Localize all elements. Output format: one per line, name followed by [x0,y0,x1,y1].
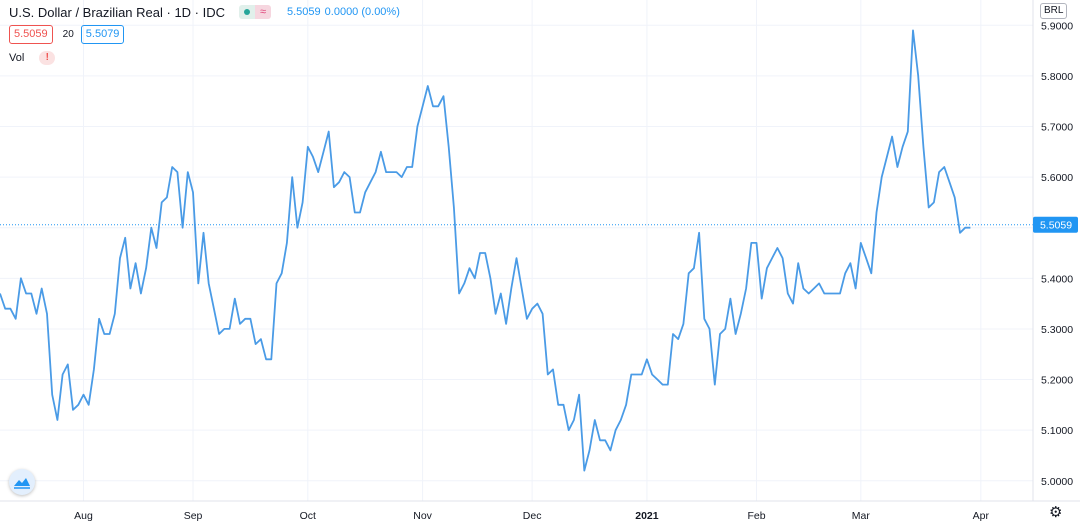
volume-label[interactable]: Vol [9,52,25,64]
price-axis: 5.00005.10005.20005.30005.40005.50005.60… [1041,20,1073,487]
time-tick-label: Nov [413,510,432,522]
last-price-label-bg [1033,216,1078,233]
indicator-legend: 5.5059 20 5.5079 [9,25,125,44]
price-tick-label: 5.8000 [1041,71,1073,83]
tradingview-logo-icon[interactable] [9,469,35,495]
price-change: 0.0000 (0.00%) [324,6,400,18]
chart-grid [0,0,1033,501]
price-tick-label: 5.9000 [1041,20,1073,32]
indicator-value-2: 5.5079 [80,25,125,44]
price-tick-label: 5.6000 [1041,172,1073,184]
warning-icon[interactable]: ! [39,51,56,65]
market-open-dot-icon[interactable] [239,5,255,19]
currency-button[interactable]: BRL [1040,3,1068,19]
mountain-icon [14,478,30,489]
last-price-label: 5.5059 [1033,216,1078,233]
usdbrl-price-line [0,29,971,472]
data-delay-icon[interactable]: ≈ [255,5,271,19]
symbol-title[interactable]: U.S. Dollar / Brazilian Real · 1D · IDC [9,4,225,20]
price-tick-label: 5.1000 [1041,425,1073,437]
price-tick-label: 5.4000 [1041,273,1073,285]
time-tick-label: Apr [973,510,990,522]
time-tick-label: Aug [74,510,93,522]
time-tick-label: Mar [852,510,871,522]
volume-legend: Vol ! [9,51,56,65]
time-tick-label: Dec [523,510,542,522]
time-tick-label: Feb [747,510,765,522]
price-tick-label: 5.2000 [1041,375,1073,387]
time-axis: Aug Sep Oct Nov Dec 2021 Feb Mar Apr [74,510,989,522]
price-tick-label: 5.0000 [1041,476,1073,488]
time-tick-label: Oct [300,510,316,522]
price-tick-label: 5.3000 [1041,324,1073,336]
last-price: 5.5059 [287,6,321,18]
price-tick-label: 5.7000 [1041,122,1073,134]
time-tick-label: 2021 [635,510,659,522]
chart-header: U.S. Dollar / Brazilian Real · 1D · IDC … [9,3,404,21]
settings-gear-icon[interactable]: ⚙ [1049,504,1063,521]
last-price-label-text: 5.5059 [1040,220,1072,232]
time-tick-label: Sep [184,510,203,522]
indicator-value-1: 5.5059 [9,25,53,44]
indicator-period: 20 [62,29,74,40]
